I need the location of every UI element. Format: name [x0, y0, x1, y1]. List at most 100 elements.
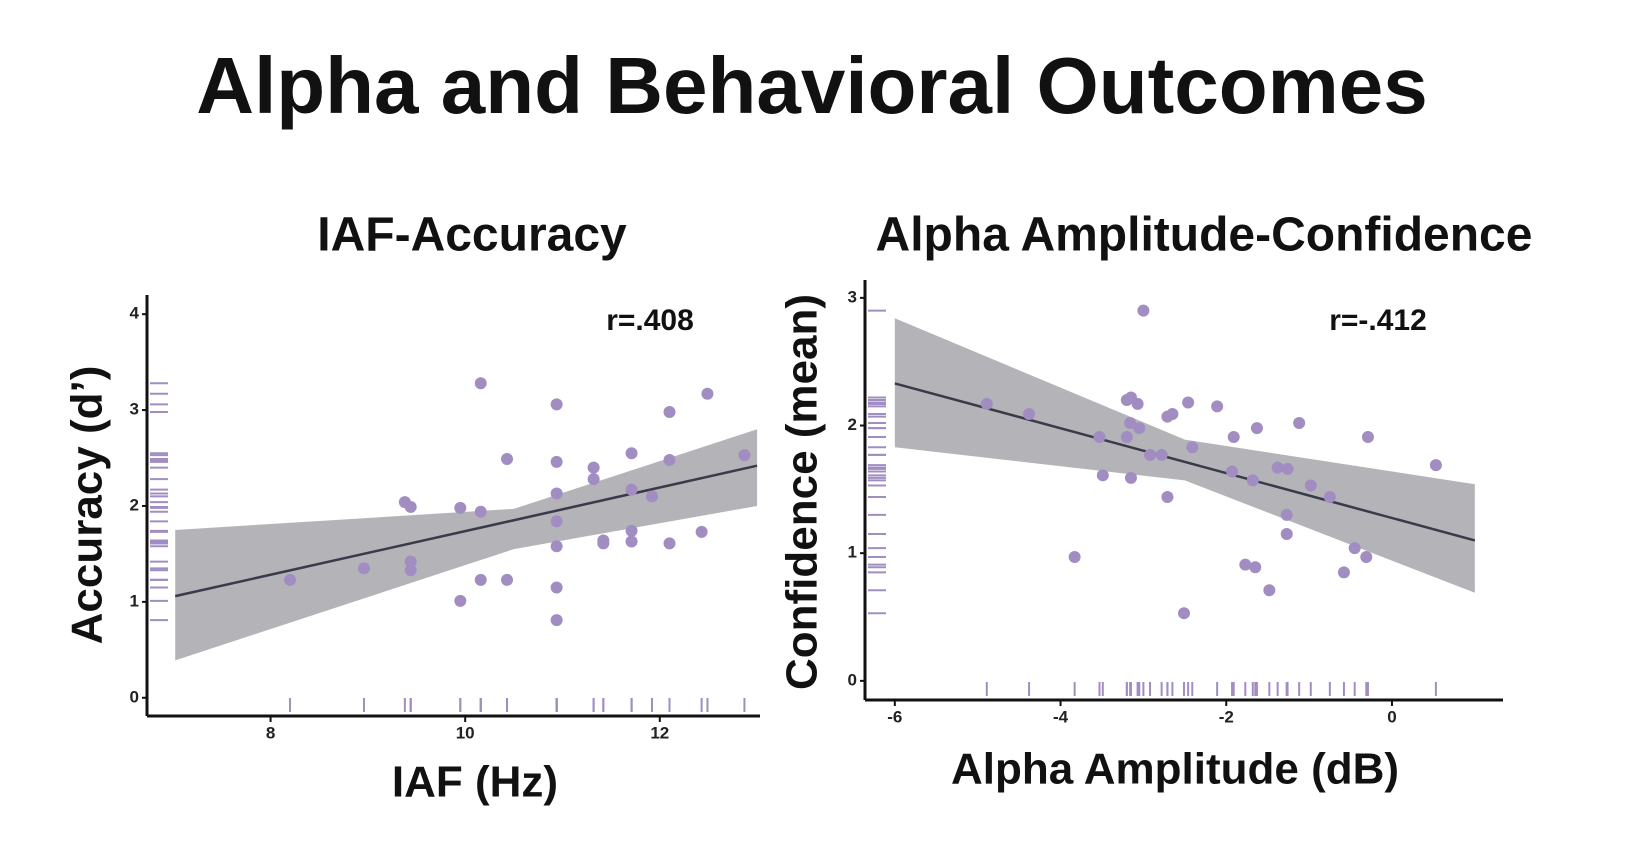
data-point	[1250, 422, 1263, 435]
data-point	[663, 453, 676, 466]
data-point	[550, 487, 563, 500]
data-point	[625, 447, 638, 460]
data-point	[501, 573, 514, 586]
data-point	[404, 564, 417, 577]
fit-line	[174, 464, 758, 598]
data-point	[1271, 461, 1284, 474]
data-point	[1186, 441, 1199, 454]
x-tick-label: 12	[650, 723, 669, 742]
x-tick-label: -6	[887, 707, 902, 726]
data-point	[1182, 396, 1195, 409]
chart: Alpha Amplitude-Confidence Alpha Amplitud…	[778, 209, 1533, 794]
data-point	[1227, 431, 1240, 444]
x-axis-label: IAF (Hz)	[392, 758, 558, 807]
data-point	[1246, 474, 1259, 487]
data-point	[663, 405, 676, 418]
data-point	[404, 500, 417, 513]
data-point	[1226, 465, 1239, 478]
x-tick-label: 8	[266, 723, 275, 742]
data-point	[1337, 566, 1350, 579]
y-axis-label: Accuracy (d’)	[63, 366, 112, 645]
data-point	[474, 377, 487, 390]
data-point	[1239, 558, 1252, 571]
data-point	[357, 562, 370, 575]
data-point	[1155, 448, 1168, 461]
data-point	[1263, 584, 1276, 597]
data-point	[1137, 304, 1150, 317]
data-point	[550, 398, 563, 411]
data-point	[550, 540, 563, 553]
y-tick-label: 2	[130, 495, 139, 514]
y-tick-label: 0	[130, 687, 139, 706]
x-tick-label: 0	[1387, 707, 1396, 726]
y-axis-label: Confidence (mean)	[778, 294, 827, 690]
data-point	[1096, 469, 1109, 482]
y-tick-label: 2	[848, 415, 857, 434]
data-point	[1249, 561, 1262, 574]
x-tick-label: 10	[456, 723, 475, 742]
data-point	[501, 452, 514, 465]
data-point	[1304, 479, 1317, 492]
data-point	[645, 490, 658, 503]
data-point	[454, 501, 467, 514]
data-point	[474, 505, 487, 518]
y-tick-label: 4	[130, 304, 140, 323]
data-point	[284, 573, 297, 586]
data-point	[1068, 551, 1081, 564]
annotation: r=-.412	[1329, 304, 1427, 337]
data-point	[1161, 491, 1174, 504]
x-tick-label: -4	[1053, 707, 1069, 726]
data-point	[1360, 551, 1373, 564]
data-point	[1280, 508, 1293, 521]
data-point	[625, 535, 638, 548]
data-point	[404, 555, 417, 568]
data-point	[454, 594, 467, 607]
data-point	[1131, 397, 1144, 410]
y-tick-label: 0	[848, 670, 857, 689]
data-point	[587, 473, 600, 486]
data-point	[663, 537, 676, 550]
y-tick-label: 3	[848, 287, 857, 306]
annotation: r=.408	[606, 304, 694, 337]
fit-line	[894, 382, 1476, 542]
y-tick-label: 3	[130, 400, 139, 419]
data-point	[625, 483, 638, 496]
x-tick-label: -2	[1219, 707, 1234, 726]
data-point	[474, 573, 487, 586]
chart-title: Alpha Amplitude-Confidence	[876, 209, 1533, 262]
y-tick-label: 1	[130, 591, 139, 610]
data-point	[625, 524, 638, 537]
data-point	[1124, 416, 1137, 429]
data-point	[1144, 448, 1157, 461]
data-point	[550, 581, 563, 594]
data-point	[1280, 528, 1293, 541]
data-point	[1023, 408, 1036, 421]
data-point	[701, 387, 714, 400]
data-point	[1361, 431, 1374, 444]
y-tick-label: 1	[848, 543, 857, 562]
data-point	[1178, 607, 1190, 620]
data-point	[738, 449, 751, 462]
data-point	[1133, 422, 1146, 435]
data-point	[550, 614, 563, 627]
data-point	[550, 515, 563, 528]
data-point	[980, 397, 993, 410]
data-point	[1293, 416, 1306, 429]
data-point	[1211, 400, 1224, 413]
slide-title: Alpha and Behavioral Outcomes	[196, 41, 1427, 130]
data-point	[550, 455, 563, 468]
data-point	[695, 525, 708, 538]
chart-title: IAF-Accuracy	[317, 209, 627, 262]
data-point	[1429, 459, 1442, 472]
data-point	[1281, 462, 1294, 475]
data-point	[1124, 471, 1137, 484]
data-point	[1166, 408, 1179, 421]
chart: IAF-Accuracy IAF (Hz) Accuracy (d’) r=.408 0…	[63, 209, 760, 807]
data-point	[1348, 542, 1361, 555]
data-point	[1093, 431, 1106, 444]
data-point	[587, 461, 600, 474]
confidence-band	[175, 429, 758, 661]
